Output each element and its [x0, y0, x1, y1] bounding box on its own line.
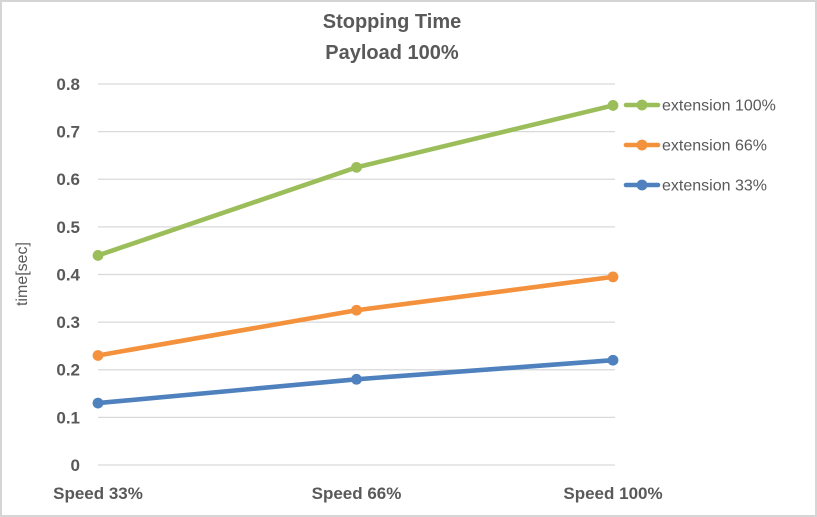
chart-title: Stopping Time Payload 100%	[2, 7, 782, 69]
series-line-extension-66	[95, 274, 616, 358]
x-category-label: Speed 33%	[53, 484, 143, 503]
data-point-extension-33	[92, 397, 104, 409]
legend-label-extension-33: extension 33%	[662, 178, 767, 195]
x-category-label: Speed 100%	[563, 484, 662, 503]
y-tick-label: 0.4	[56, 265, 80, 284]
data-point-extension-66	[607, 271, 619, 283]
data-point-extension-33	[607, 354, 619, 366]
y-tick-label: 0.3	[56, 313, 80, 332]
y-tick-label: 0.5	[56, 218, 80, 237]
chart-title-line2: Payload 100%	[325, 42, 459, 64]
legend-key-marker-extension-33	[636, 179, 648, 191]
data-point-extension-33	[351, 373, 362, 385]
legend-key-marker-extension-66	[636, 139, 648, 151]
data-point-extension-100	[607, 100, 619, 111]
y-tick-label: 0.8	[56, 75, 80, 94]
legend-label-extension-100: extension 100%	[662, 98, 776, 115]
chart-title-line1: Stopping Time	[322, 11, 462, 33]
y-tick-label: 0	[71, 456, 80, 475]
data-point-extension-66	[92, 350, 104, 361]
series-line-extension-100	[95, 103, 616, 258]
y-tick-label: 0.7	[56, 123, 80, 142]
y-axis-title: time[sec]	[14, 241, 31, 307]
data-point-extension-100	[351, 161, 362, 173]
data-point-extension-100	[92, 250, 104, 261]
y-tick-label: 0.1	[56, 408, 80, 427]
data-point-extension-66	[351, 304, 362, 316]
legend-label-extension-66: extension 66%	[662, 138, 767, 155]
y-tick-label: 0.2	[56, 361, 80, 380]
y-tick-label: 0.6	[56, 170, 80, 189]
x-category-label: Speed 66%	[312, 484, 402, 503]
legend-key-marker-extension-100	[636, 99, 648, 111]
